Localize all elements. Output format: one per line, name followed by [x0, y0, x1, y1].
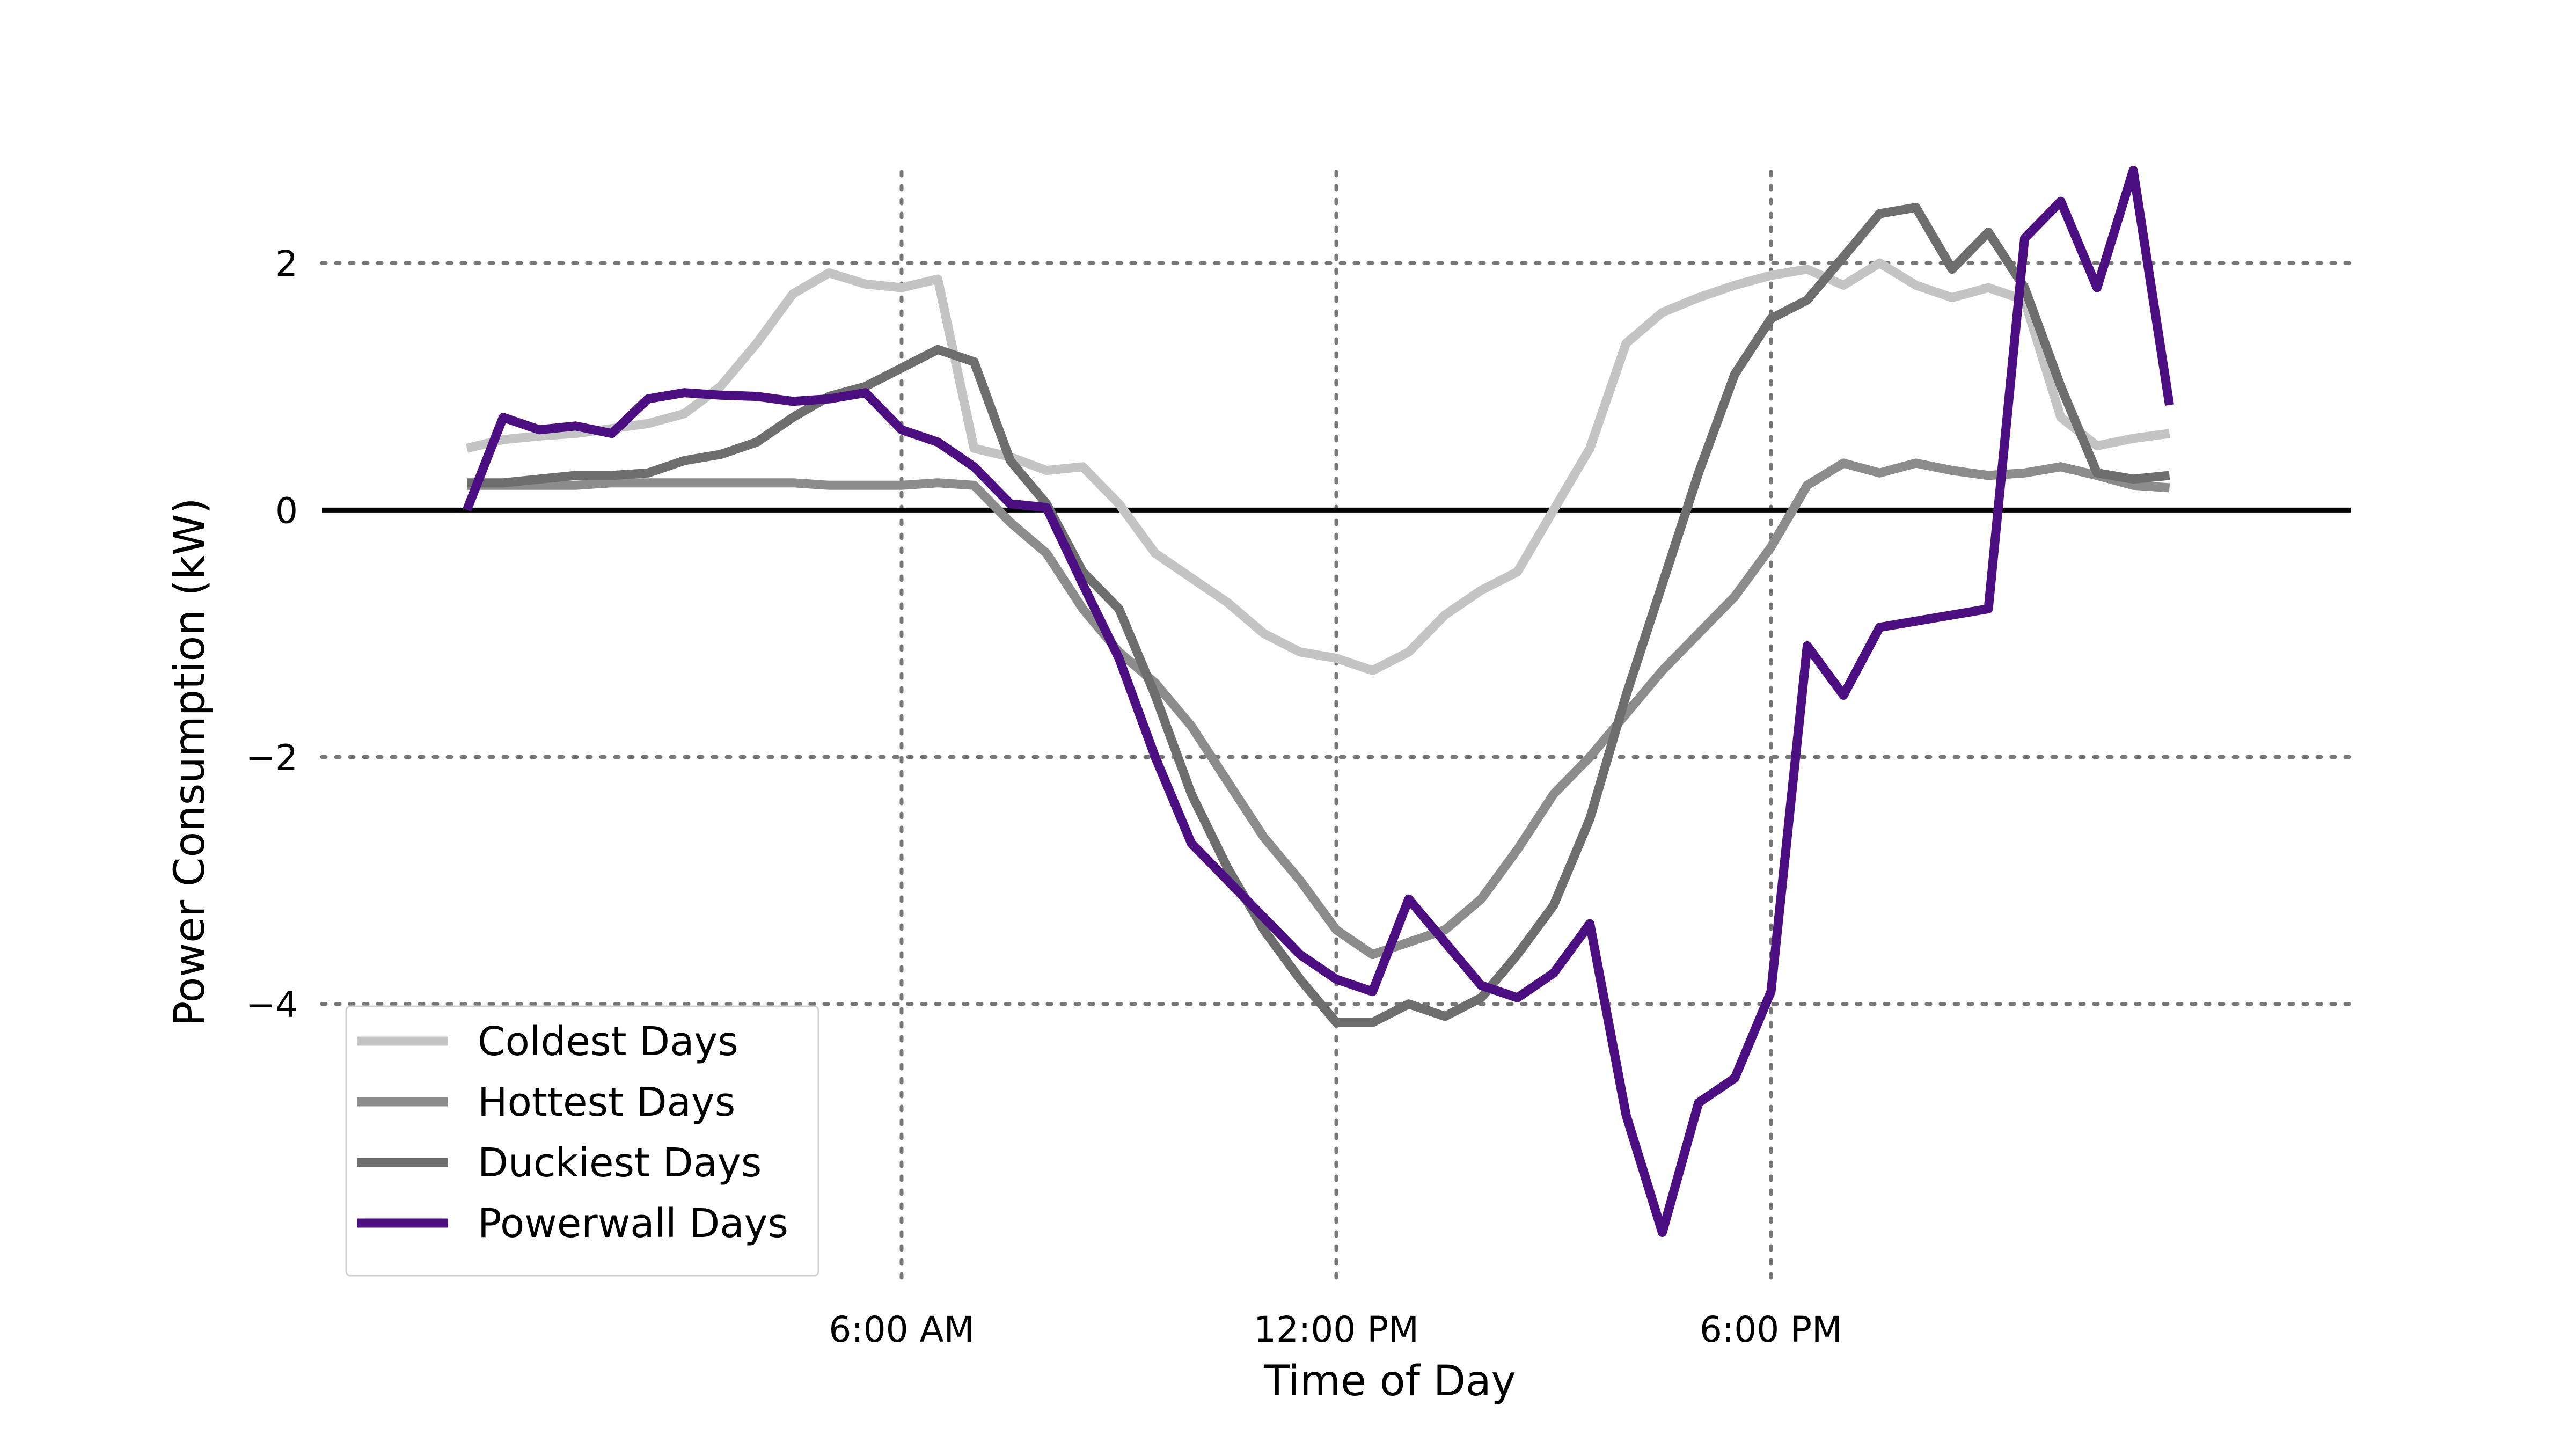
- series-line-coldest-days: [466, 258, 2170, 675]
- series-line-powerwall-days: [463, 166, 2174, 1237]
- legend-box: [345, 1005, 819, 1277]
- y-axis-title: Power Consumption (kW): [166, 497, 214, 1026]
- series-layer: [463, 166, 2174, 1237]
- legend-label-powerwall-days: Powerwall Days: [478, 1201, 788, 1247]
- x-axis-title: Time of Day: [1263, 1357, 1516, 1406]
- legend-label-coldest-days: Coldest Days: [478, 1019, 738, 1065]
- x-tick-label: 6:00 PM: [1700, 1309, 1842, 1350]
- series-line-duckiest-days: [467, 203, 2170, 1027]
- series-line-hottest-days: [467, 458, 2170, 960]
- x-tick-label: 12:00 PM: [1254, 1309, 1419, 1350]
- legend-label-hottest-days: Hottest Days: [478, 1079, 735, 1125]
- legend-label-duckiest-days: Duckiest Days: [478, 1140, 762, 1186]
- tick-labels: 6:00 AM 12:00 PM 6:00 PM 2 0 −2 −4: [246, 243, 1842, 1350]
- y-tick-label: 2: [275, 243, 298, 284]
- y-tick-label: 0: [275, 490, 298, 531]
- legend: Coldest Days Hottest Days Duckiest Days Pow…: [345, 1005, 819, 1277]
- y-tick-label: −4: [246, 984, 298, 1026]
- y-tick-label: −2: [246, 737, 298, 779]
- x-tick-label: 6:00 AM: [829, 1309, 974, 1350]
